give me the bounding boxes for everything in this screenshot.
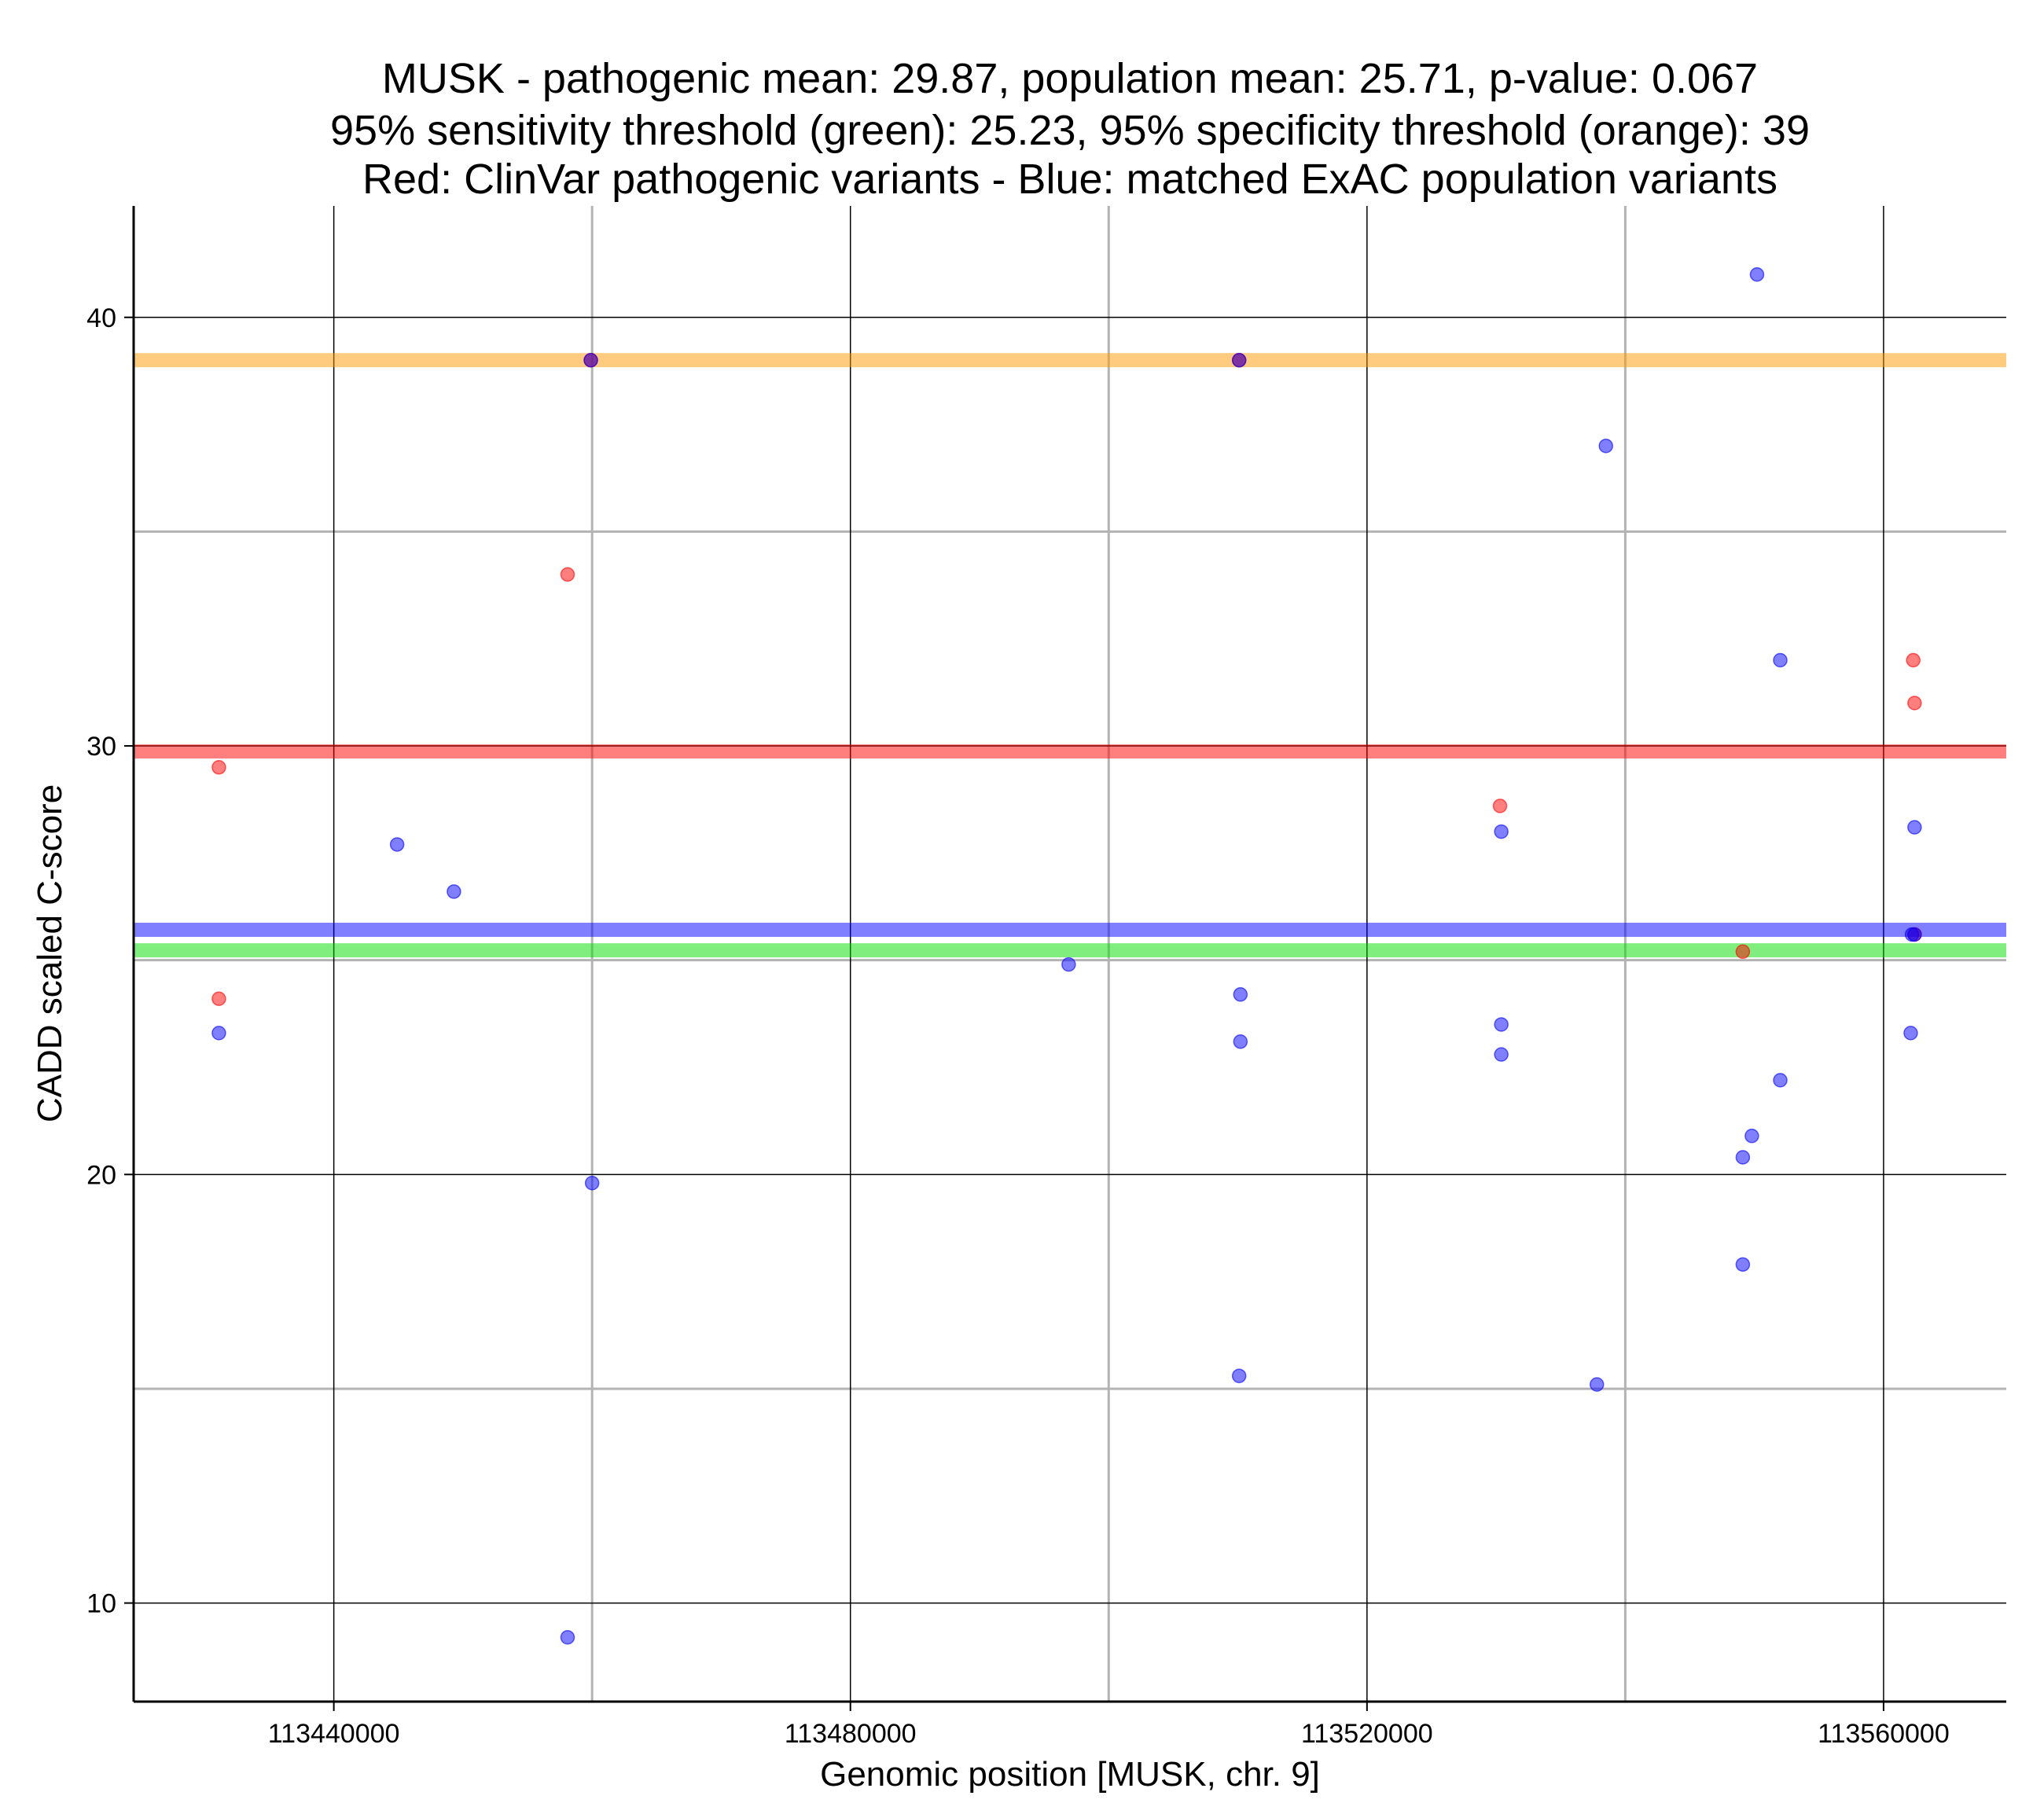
population-point [1061,957,1076,972]
population-point [1749,266,1765,282]
pathogenic-point [1907,696,1922,711]
chart-title-line-1: MUSK - pathogenic mean: 29.87, populatio… [382,55,1758,102]
population-point [211,1026,226,1041]
y-tick-label: 20 [86,1160,116,1190]
population-point [1598,439,1613,454]
population-point [1233,1034,1248,1049]
y-tick-label: 30 [86,732,116,762]
population-point [1773,652,1788,668]
y-tick-label: 40 [86,303,116,333]
population-point [1907,820,1922,835]
y-axis-ticks: 10 20 30 40 [86,303,134,1619]
pathogenic-point [211,991,226,1007]
population-point [389,837,405,852]
population-point [1589,1377,1605,1392]
pathogenic-point [560,567,575,582]
population-point [447,884,461,899]
population-point [1494,1047,1509,1062]
pathogenic-point [211,760,226,775]
x-axis-label: Genomic position [MUSK, chr. 9] [820,1755,1320,1794]
population-point [1231,1368,1247,1383]
x-tick-label: 113480000 [785,1719,917,1749]
population-point [1903,1026,1918,1041]
pathogenic-point [1735,944,1751,960]
population-point [583,353,598,368]
population-point [584,1175,600,1191]
x-tick-label: 113520000 [1301,1719,1433,1749]
population-point [1735,1150,1751,1165]
population-point [1744,1128,1759,1144]
x-axis-ticks: 113440000 113480000 113520000 113560000 [268,1702,1950,1749]
pathogenic-point [1492,799,1508,813]
chart-title-line-3: Red: ClinVar pathogenic variants - Blue:… [362,156,1777,203]
y-axis-label: CADD scaled C-score [31,784,69,1122]
population-point [1494,1017,1509,1032]
population-point [1231,353,1247,368]
threshold-lines [134,353,2006,958]
y-tick-label: 10 [86,1589,116,1619]
population-point [1233,987,1248,1002]
population-point [1494,824,1509,839]
data-points [211,266,1922,1645]
x-tick-label: 113440000 [268,1719,400,1749]
x-tick-label: 113560000 [1818,1719,1950,1749]
population-point [1773,1073,1788,1088]
chart-title-line-2: 95% sensitivity threshold (green): 25.23… [330,107,1810,154]
population-point [1735,1257,1751,1272]
pathogenic-point [1906,652,1921,668]
population-point [560,1629,575,1645]
population-point [1904,927,1920,942]
